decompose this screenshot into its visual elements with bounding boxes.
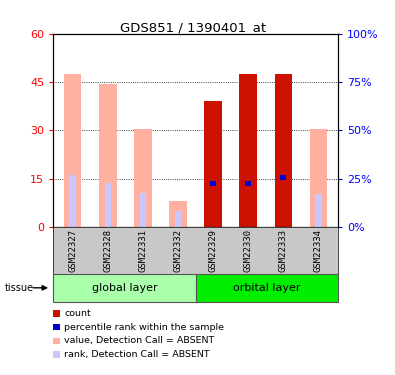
Bar: [70, 175, 76, 227]
Bar: [275, 74, 292, 227]
Bar: [169, 201, 187, 227]
Text: GSM22334: GSM22334: [314, 229, 323, 272]
Text: tissue: tissue: [5, 283, 34, 292]
Text: orbital layer: orbital layer: [233, 283, 300, 293]
Text: GSM22327: GSM22327: [68, 229, 77, 272]
Bar: [64, 74, 81, 227]
Bar: [239, 74, 257, 227]
Text: GDS851 / 1390401_at: GDS851 / 1390401_at: [120, 21, 267, 34]
Text: GSM22332: GSM22332: [173, 229, 182, 272]
Text: GSM22328: GSM22328: [103, 229, 112, 272]
Bar: [105, 183, 111, 227]
Bar: [196, 274, 338, 302]
Bar: [315, 194, 322, 227]
Bar: [134, 129, 152, 227]
Bar: [210, 181, 216, 186]
Bar: [310, 129, 327, 227]
Text: GSM22330: GSM22330: [244, 229, 253, 272]
Bar: [175, 211, 181, 227]
Bar: [53, 274, 196, 302]
Text: GSM22331: GSM22331: [138, 229, 147, 272]
Text: GSM22333: GSM22333: [279, 229, 288, 272]
Bar: [204, 101, 222, 227]
Bar: [99, 84, 117, 227]
Bar: [140, 193, 146, 227]
Text: rank, Detection Call = ABSENT: rank, Detection Call = ABSENT: [64, 350, 210, 359]
Text: count: count: [64, 309, 91, 318]
Bar: [245, 181, 251, 186]
Text: percentile rank within the sample: percentile rank within the sample: [64, 322, 224, 332]
Text: GSM22329: GSM22329: [209, 229, 218, 272]
Bar: [280, 175, 286, 180]
Text: value, Detection Call = ABSENT: value, Detection Call = ABSENT: [64, 336, 214, 345]
Text: global layer: global layer: [92, 283, 157, 293]
